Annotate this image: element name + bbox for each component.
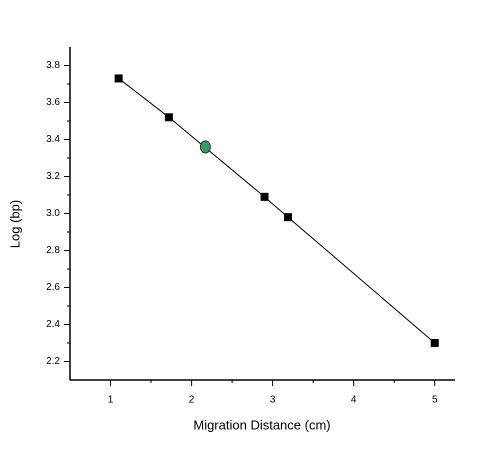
data-point [114, 74, 123, 83]
y-tick-label: 3.0 [46, 208, 60, 219]
y-tick-label: 3.8 [46, 60, 60, 71]
data-point [430, 339, 439, 347]
x-tick-label: 5 [432, 395, 438, 406]
data-point [164, 113, 173, 122]
x-axis-title: Migration Distance (cm) [193, 417, 330, 432]
y-axis-title: Log (bp) [7, 200, 22, 248]
y-tick-label: 3.2 [46, 171, 60, 182]
x-tick-label: 1 [108, 395, 114, 406]
data-point [284, 213, 293, 222]
y-tick-label: 3.4 [46, 134, 60, 145]
x-tick-label: 3 [270, 395, 276, 406]
y-tick-label: 2.8 [46, 245, 60, 256]
data-point [260, 192, 269, 201]
y-tick-label: 2.4 [46, 319, 60, 330]
y-tick-label: 2.2 [46, 356, 60, 367]
x-tick-label: 2 [189, 395, 195, 406]
sample-point [199, 140, 211, 154]
y-tick-label: 2.6 [46, 282, 60, 293]
x-tick-label: 4 [351, 395, 357, 406]
y-tick-label: 3.6 [46, 97, 60, 108]
